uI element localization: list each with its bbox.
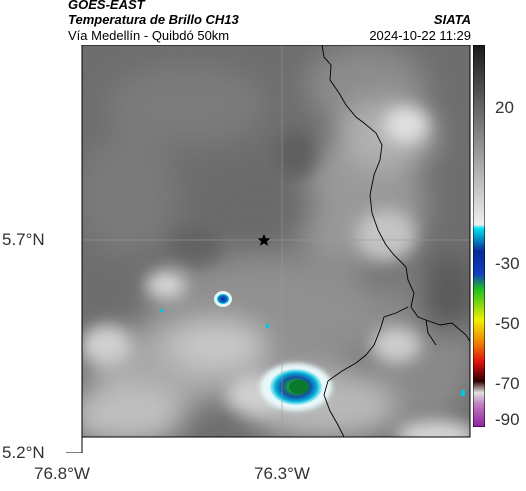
datetime-label: 2024-10-22 11:29 bbox=[369, 28, 471, 43]
colorbar-tick: -50 bbox=[495, 314, 520, 333]
lat-label: 5.2°N bbox=[2, 443, 45, 462]
product-title: Temperatura de Brillo CH13 bbox=[68, 12, 239, 27]
lon-label: 76.3°W bbox=[254, 464, 310, 483]
region-label: Vía Medellín - Quibdó 50km bbox=[68, 28, 230, 43]
colorbar-tick: -90 bbox=[495, 410, 520, 429]
temperature-colorbar bbox=[473, 45, 485, 427]
convective-cells bbox=[160, 291, 465, 411]
satellite-title: GOES-EAST bbox=[68, 0, 145, 12]
gridlines bbox=[82, 45, 470, 437]
satellite-imagery bbox=[82, 45, 470, 437]
colorbar-tick: -70 bbox=[495, 374, 520, 393]
brightness-temperature-map[interactable] bbox=[66, 45, 472, 453]
lat-label: 5.7°N bbox=[2, 230, 45, 249]
colorbar-tick: -30 bbox=[495, 254, 520, 273]
colorbar-tick: 20 bbox=[495, 98, 514, 117]
political-borders bbox=[321, 45, 470, 437]
star-icon bbox=[257, 234, 271, 246]
lon-label: 76.8°W bbox=[34, 464, 90, 483]
brand-label: SIATA bbox=[433, 12, 471, 27]
